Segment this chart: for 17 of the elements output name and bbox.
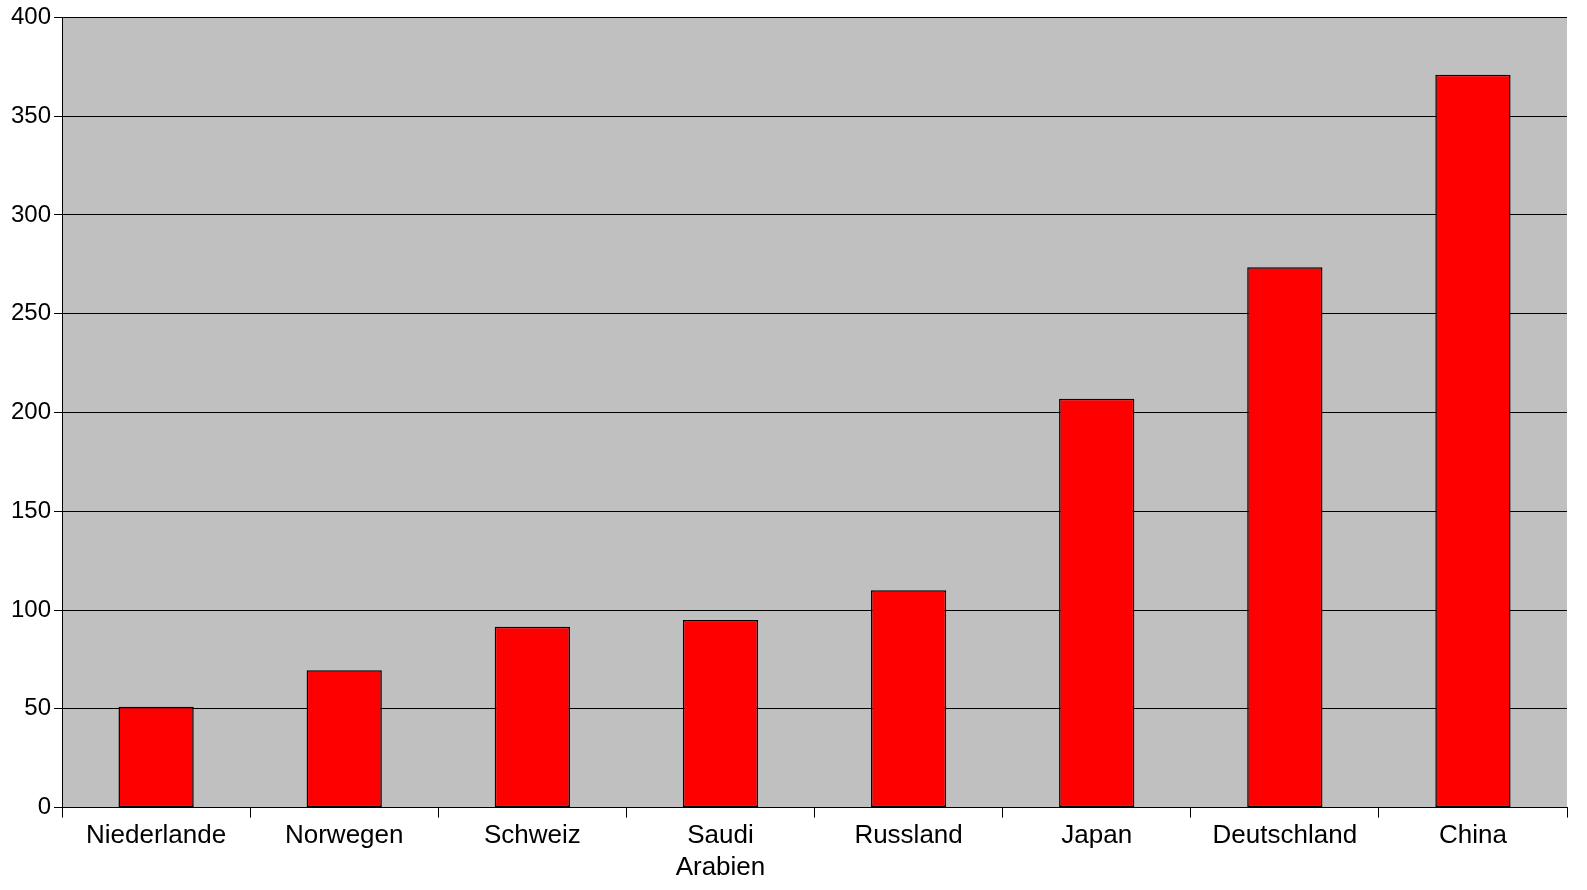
y-tick-label: 250 (11, 298, 52, 326)
x-tick-label: Schweiz (483, 819, 581, 850)
y-tick-label: 300 (11, 199, 52, 227)
x-tick-label: China (1438, 819, 1508, 850)
x-tick-label: Russland (854, 819, 963, 850)
y-tick-label: 100 (11, 594, 52, 622)
y-tick-label: 200 (11, 397, 52, 425)
y-tick-label: 400 (11, 2, 52, 30)
x-tick-label: Deutschland (1212, 819, 1358, 850)
x-tick-label: Norwegen (284, 819, 404, 850)
x-tick-label: Niederlande (85, 819, 227, 850)
x-tick-label: Japan (1061, 819, 1133, 850)
y-tick-label: 150 (11, 495, 52, 523)
x-tick-label: Saudi Arabien (675, 819, 766, 881)
y-tick-label: 50 (24, 693, 52, 721)
y-tick-label: 0 (37, 792, 52, 820)
y-tick-label: 350 (11, 100, 52, 128)
